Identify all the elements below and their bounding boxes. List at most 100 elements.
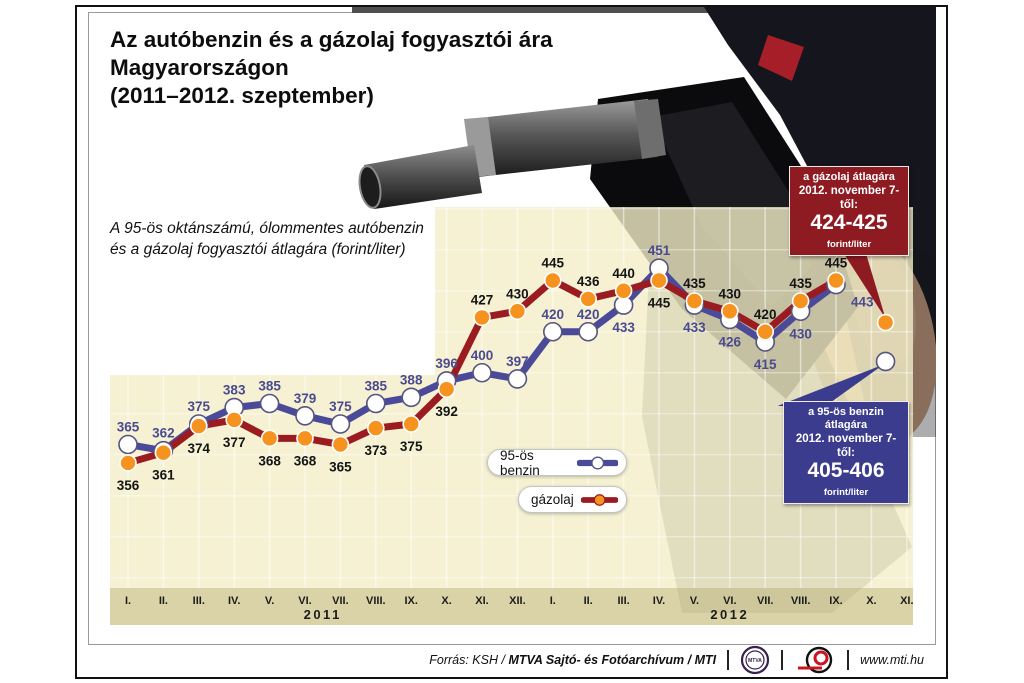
x-tick-label: VI. [298,595,311,607]
data-point [225,411,243,429]
data-point [614,281,633,300]
data-label: 451 [648,243,671,258]
callout-diesel-line1: a gázolaj átlagára [803,171,895,183]
legend-swatch-benzin-icon [576,455,618,470]
year-label: 2011 [304,607,342,622]
x-tick-label: VIII. [791,595,811,607]
x-tick-label: IV. [228,595,240,607]
nozzle-spout [364,145,482,209]
data-label: 420 [754,307,777,322]
data-label: 440 [612,266,635,281]
data-label: 420 [542,307,565,322]
legend-swatch-gazolaj-icon [580,493,618,506]
callout-diesel-value: 424-425 [810,211,888,234]
footer-divider [727,649,730,670]
data-label: 368 [258,453,281,468]
callout-diesel-line2: 2012. november 7-től: [798,185,900,211]
data-point [119,454,137,472]
data-label: 388 [400,372,423,387]
data-label: 435 [683,276,706,291]
data-label: 375 [329,399,352,414]
callout-petrol-unit: forint/liter [823,487,869,498]
footer-divider [781,649,784,670]
source-credit: Forrás: KSH / MTVA Sajtó- és Fotóarchívu… [429,653,716,667]
mtva-logo-text: MTVA [748,658,762,664]
data-point [118,434,138,455]
data-label: 392 [435,404,458,419]
november-data-point [875,351,896,372]
price-chart: 365 362 375 383 385 379 375 385 388 396 400 397 420 4… [110,207,913,625]
data-point [472,362,492,383]
x-tick-label: IV. [653,595,665,607]
data-label: 430 [789,326,812,341]
data-label: 383 [223,383,246,398]
x-tick-label: III. [193,595,205,607]
data-label: 430 [506,286,529,301]
data-label: 445 [648,296,671,311]
data-label: 361 [152,468,175,483]
data-label: 400 [471,348,494,363]
data-label: 433 [612,320,635,335]
data-point [650,271,668,290]
data-label: 356 [117,478,140,493]
x-tick-label: VIII. [366,595,386,607]
title-line-1: Az autóbenzin és a gázolaj fogyasztói ár… [110,27,553,52]
x-axis-band [110,588,913,625]
mti-logo [798,646,833,673]
data-point [579,290,598,308]
callout-diesel-value-row: 424-425 forint/liter [794,212,904,252]
x-tick-label: V. [265,595,274,607]
source-bold: MTVA Sajtó- és Fotóarchívum / MTI [508,652,717,667]
data-label: 445 [542,256,565,271]
november-data-point [876,313,895,332]
data-point [401,387,422,408]
data-label: 365 [329,460,352,475]
data-point [190,417,208,435]
photo-top-edge [352,7,936,13]
title-line-2: Magyarországon [110,55,289,80]
legend-label-gazolaj: gázolaj [531,492,574,507]
data-point [365,393,386,414]
callout-petrol-line1: a 95-ös benzin átlagára [808,406,884,431]
data-label: 375 [188,399,211,414]
data-point [154,443,173,462]
data-point [685,292,704,310]
data-point [578,321,599,342]
x-tick-label: II. [159,595,168,607]
data-label: 374 [188,441,211,456]
data-point [543,271,562,290]
nozzle-barrel [470,99,658,177]
legend-item-benzin: 95-ös benzin [487,448,627,478]
data-label: 373 [365,443,388,458]
subtitle-line-2: és a gázolaj fogyasztói átlagára (forint… [110,241,406,258]
data-point [366,419,385,437]
data-label: 445 [825,256,848,271]
data-label: 396 [435,356,458,371]
data-point [507,369,528,389]
x-tick-label: II. [584,595,593,607]
data-point [542,321,563,342]
data-point [720,302,739,321]
data-point [296,429,314,448]
x-tick-label: XI. [475,595,488,607]
x-tick-label: I. [125,595,131,607]
plot-panel [110,207,913,588]
data-point [473,308,491,327]
data-label: 375 [400,439,423,454]
data-point [330,414,351,434]
data-label: 368 [294,453,317,468]
data-label: 427 [471,292,494,307]
callout-diesel-unit: forint/liter [826,239,872,250]
x-tick-label: III. [617,595,629,607]
data-label: 435 [789,276,812,291]
x-tick-label: V. [690,595,699,607]
data-label: 415 [754,357,777,372]
data-point [295,406,315,426]
title-line-3: (2011–2012. szeptember) [110,83,374,108]
data-point [259,393,280,414]
barrel-ring [634,99,666,159]
x-tick-label: X. [441,595,451,607]
data-label: 443 [851,295,874,310]
spout-tip [358,165,382,209]
data-label: 420 [577,307,600,322]
